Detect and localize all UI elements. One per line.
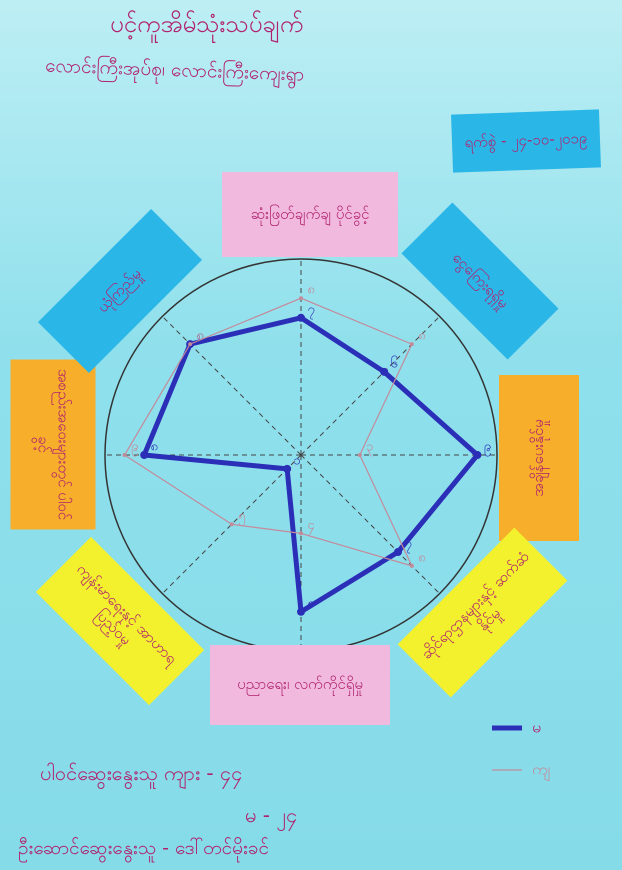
date-note: ရက်စွဲ - ၂၄-၁၀-၂၀၁၉ [451, 109, 601, 173]
footer-text: ဦးဆောင်ဆွေးနွေးသူ - ဒေါ်တင်မိုးခင် [18, 837, 270, 859]
category-label: ပညာရေး၊ လက်ကိုင်ရှိမှု [237, 675, 363, 694]
legend-label: ကျ [532, 760, 550, 782]
data-point [140, 451, 149, 459]
value-label: ၉ [131, 440, 138, 457]
data-point [299, 296, 303, 301]
value-label: ၄ [307, 518, 315, 535]
value-label: ၈ [150, 440, 157, 455]
axis-line [162, 316, 302, 456]
value-label: ၇ [307, 302, 314, 319]
data-point [409, 563, 414, 568]
date: ရက်စွဲ - ၂၄-၁၀-၂၀၁၉ [464, 129, 588, 152]
series-line [124, 297, 413, 567]
value-label: ၈ [418, 550, 425, 565]
data-point [394, 548, 403, 557]
data-point [122, 453, 127, 457]
value-label: ၈ [196, 329, 203, 344]
category-note: ဆုံးဖြတ်ချက်ချ ပိုင်ခွင့် [222, 172, 398, 257]
value-label: ၆ [390, 355, 397, 371]
axis-line [162, 454, 302, 594]
category-note: ပညာရေး၊ လက်ကိုင်ရှိမှု [210, 645, 390, 725]
data-point [473, 451, 482, 459]
data-point [299, 531, 303, 536]
category-label: အချိန်ပေးနိုင်မှု [529, 419, 548, 497]
data-point [357, 453, 362, 457]
footer-text: မ - ၂၄ [245, 803, 298, 827]
value-label: ၉ [484, 440, 491, 457]
value-label: ၁ [293, 453, 300, 468]
value-label: ၈ [307, 283, 314, 298]
category-label: ငွေကြေးရရှိမှု [448, 248, 513, 313]
data-point [409, 342, 414, 347]
data-point [188, 342, 193, 347]
data-point [283, 464, 292, 473]
data-point [297, 313, 305, 322]
value-label: ၇ [404, 537, 411, 554]
value-label: ၃ [366, 440, 373, 457]
category-note: အစည်းအဝေးများတွင် ပါဝင်ခွင့် [10, 359, 96, 530]
chart-title: ပင့်ကူအိမ်သုံးသပ်ချက် [110, 10, 304, 38]
value-label: ၈ [418, 329, 425, 344]
axis-line [300, 316, 440, 456]
data-point [297, 607, 305, 616]
category-label: ယုံကြည်မှု [93, 264, 146, 317]
data-point [229, 522, 234, 527]
value-label: ၈ [307, 596, 314, 611]
legend-label: မ [532, 718, 541, 737]
axis-line [300, 454, 440, 594]
data-point [380, 367, 389, 376]
category-label: ဆုံးဖြတ်ချက်ချ ပိုင်ခွင့် [250, 204, 370, 223]
value-label: ၈ [196, 329, 203, 344]
footer-text: ပါဝင်ဆွေးနွေးသူ ကျား - ၄၄ [40, 761, 243, 785]
category-label: အစည်းအဝေးများတွင် ပါဝင်ခွင့် [35, 368, 73, 521]
category-note: အချိန်ပေးနိုင်မှု [499, 375, 579, 541]
value-label: ၅ [238, 509, 245, 526]
